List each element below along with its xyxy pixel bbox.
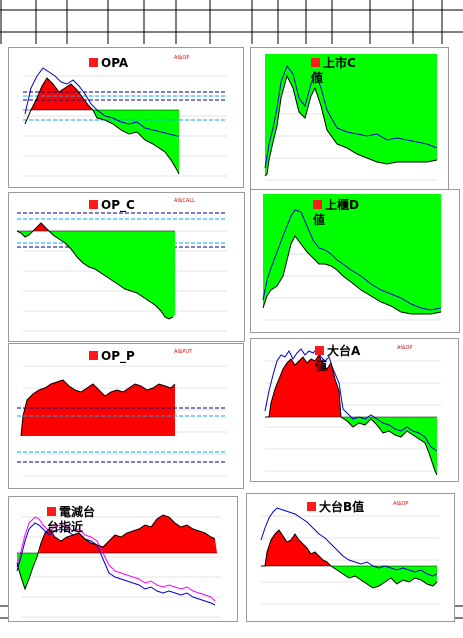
chart-panel-taiex-b: 大台B值 A仙OP	[246, 493, 455, 622]
elec-title: 電減台 台指近	[47, 505, 96, 534]
elec-chart	[16, 514, 221, 618]
taiex-b-subtitle: A仙OP	[393, 501, 409, 507]
opa-chart	[23, 67, 227, 177]
listed-c-series-blue	[264, 64, 438, 169]
op-c-series-black	[16, 222, 174, 320]
op-p-series-black	[20, 379, 176, 437]
chart-panel-op-p: OP_P A仙PUT	[8, 343, 244, 489]
taiex-a-gain-area	[269, 355, 341, 417]
elec-series-magenta	[16, 516, 216, 602]
op-p-subtitle: A仙PUT	[174, 349, 193, 355]
taiex-b-gain-area	[265, 530, 331, 566]
op-c-subtitle: A仙CALL	[174, 198, 195, 204]
taiex-b-chart	[260, 507, 439, 605]
listed-c-title: 上市C 値	[311, 56, 356, 85]
otc-d-chart	[262, 194, 442, 321]
red-square-marker-icon	[89, 200, 98, 209]
otc-d-series-black	[262, 235, 442, 315]
op-c-chart	[16, 212, 227, 332]
op-p-chart	[17, 365, 227, 477]
red-square-marker-icon	[89, 58, 98, 67]
taiex-a-chart	[264, 348, 441, 476]
red-square-marker-icon	[307, 502, 316, 511]
otc-d-loss-area	[263, 194, 441, 314]
red-square-marker-icon	[47, 507, 56, 516]
taiex-b-loss-area	[331, 566, 437, 588]
opa-series-black	[24, 77, 180, 175]
chart-panel-listed-c: 上市C 値	[250, 47, 449, 190]
taiex-a-subtitle: A仙OP	[397, 345, 413, 351]
background-grid-top	[0, 0, 463, 44]
chart-panel-taiex-a: 大台A 値 A仙OP	[250, 338, 459, 482]
red-square-marker-icon	[313, 200, 322, 209]
listed-c-loss-area	[265, 54, 437, 176]
taiex-a-series-black	[265, 353, 438, 476]
op-c-gain-area	[33, 223, 49, 231]
otc-d-series-blue	[262, 209, 442, 311]
listed-c-series-black	[264, 74, 438, 177]
op-p-title: OP_P	[89, 349, 135, 364]
listed-c-chart	[264, 54, 438, 181]
op-c-loss-area	[17, 231, 175, 319]
opa-series-blue	[24, 67, 179, 137]
taiex-b-series-blue	[260, 507, 438, 577]
opa-loss-area	[93, 110, 179, 174]
elec-series-blue	[16, 522, 216, 606]
chart-panel-op-c: OP_C A仙CALL	[8, 192, 245, 342]
otc-d-title: 上櫃D 値	[313, 198, 359, 227]
chart-panel-otc-d: 上櫃D 値	[250, 189, 460, 333]
taiex-a-series-blue	[264, 348, 438, 452]
chart-panel-opa: OPA A仙OP	[8, 47, 244, 188]
taiex-b-title: 大台B值	[307, 500, 364, 515]
elec-gain-area	[39, 515, 217, 553]
red-square-marker-icon	[315, 346, 324, 355]
red-square-marker-icon	[311, 58, 320, 67]
opa-subtitle: A仙OP	[174, 55, 190, 61]
elec-series-black	[16, 514, 216, 591]
chart-panel-elec: 電減台 台指近	[8, 496, 238, 622]
taiex-a-title: 大台A 値	[315, 344, 361, 373]
op-c-title: OP_C	[89, 198, 135, 213]
red-square-marker-icon	[89, 351, 98, 360]
opa-gain-area	[31, 78, 93, 110]
opa-title: OPA	[89, 56, 128, 71]
